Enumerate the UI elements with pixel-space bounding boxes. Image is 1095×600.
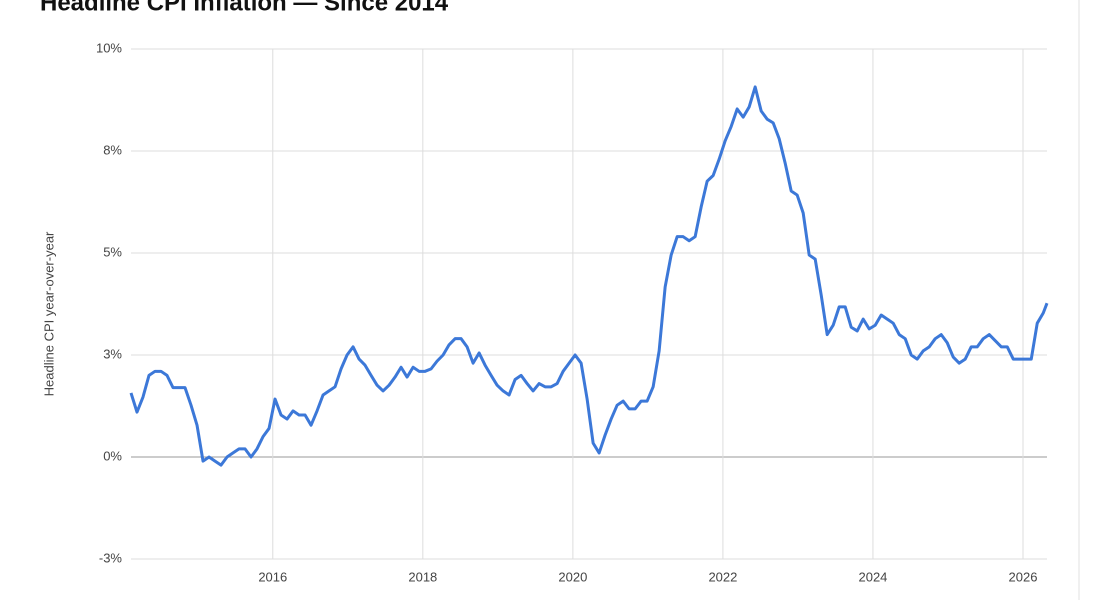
x-tick-label: 2024	[858, 569, 887, 584]
y-axis-label: Headline CPI year-over-year	[41, 231, 56, 396]
chart-title: Headline CPI Inflation — Since 2014	[40, 0, 449, 16]
y-tick-label: 8%	[103, 142, 122, 157]
y-tick-label: 10%	[96, 40, 122, 55]
x-tick-label: 2018	[408, 569, 437, 584]
y-tick-label: 5%	[103, 244, 122, 259]
data-line	[129, 85, 1049, 467]
x-tick-label: 2016	[258, 569, 287, 584]
x-tick-label: 2026	[1009, 569, 1038, 584]
x-tick-label: 2020	[558, 569, 587, 584]
y-tick-label: 3%	[103, 346, 122, 361]
y-tick-label: -3%	[99, 550, 123, 565]
y-tick-label: 0%	[103, 448, 122, 463]
x-tick-label: 2022	[708, 569, 737, 584]
